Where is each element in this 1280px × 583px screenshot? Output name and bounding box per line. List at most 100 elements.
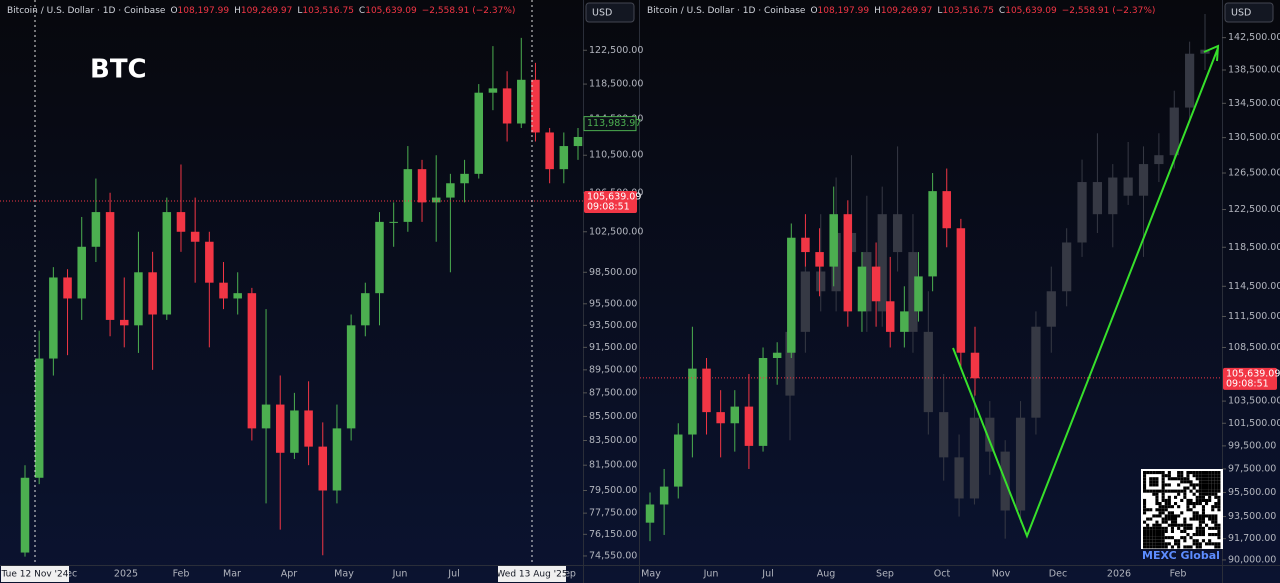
x-tick-label: Feb <box>1170 569 1187 580</box>
qr-cell <box>1195 471 1199 475</box>
qr-cell <box>1189 517 1193 521</box>
qr-cell <box>1174 520 1178 524</box>
qr-cell <box>1195 526 1199 530</box>
y-tick-label: 97,500.00 <box>1228 463 1276 474</box>
qr-cell <box>1195 539 1199 543</box>
chart-header: Bitcoin / U.S. Dollar · 1D · Coinbase O10… <box>7 6 515 16</box>
qr-cell <box>1208 489 1212 493</box>
qr-cell <box>1158 526 1162 530</box>
qr-cell <box>1164 536 1168 540</box>
qr-cell <box>1195 545 1199 549</box>
qr-cell <box>1155 480 1159 484</box>
candle-body <box>1046 291 1056 327</box>
currency-box[interactable] <box>1224 2 1274 23</box>
qr-cell <box>1164 542 1168 546</box>
qr-cell <box>1155 520 1159 524</box>
qr-cell <box>1180 471 1184 475</box>
qr-cell <box>1217 505 1221 509</box>
ohlc-key: H <box>874 6 881 16</box>
qr-cell <box>1189 536 1193 540</box>
qr-cell <box>1164 545 1168 549</box>
qr-cell <box>1146 539 1150 543</box>
qr-cell <box>1143 526 1147 530</box>
candle-body <box>1185 53 1195 108</box>
candle-body <box>787 237 796 353</box>
candle-body <box>1062 242 1072 292</box>
currency-box[interactable] <box>585 2 635 23</box>
qr-cell <box>1189 545 1193 549</box>
candle-body <box>91 212 101 247</box>
y-tick-label: 134,500.00 <box>1228 98 1280 109</box>
qr-cell <box>1214 474 1218 478</box>
qr-cell <box>1183 477 1187 481</box>
qr-cell <box>1158 514 1162 518</box>
qr-cell <box>1198 495 1202 499</box>
y-tick-label: 101,500.00 <box>1228 418 1280 429</box>
qr-cell <box>1180 536 1184 540</box>
qr-cell <box>1177 483 1181 487</box>
qr-cell <box>1217 502 1221 506</box>
qr-cell <box>1214 514 1218 518</box>
qr-cell <box>1211 508 1215 512</box>
qr-cell <box>1189 489 1193 493</box>
qr-cell <box>1146 533 1150 537</box>
qr-cell <box>1186 505 1190 509</box>
qr-cell <box>1198 486 1202 490</box>
candle-body <box>304 410 313 447</box>
qr-cell <box>1198 526 1202 530</box>
qr-cell <box>1167 502 1171 506</box>
qr-cell <box>1161 508 1165 512</box>
qr-cell <box>1208 492 1212 496</box>
qr-cell <box>1155 542 1159 546</box>
qr-cell <box>1155 514 1159 518</box>
qr-cell <box>1195 498 1199 502</box>
qr-cell <box>1167 489 1171 493</box>
y-tick-label: 91,700.00 <box>1228 533 1276 544</box>
qr-cell <box>1167 517 1171 521</box>
y-tick-label: 118,500.00 <box>589 79 643 90</box>
qr-cell <box>1146 489 1150 493</box>
qr-cell <box>1198 471 1202 475</box>
qr-cell <box>1174 489 1178 493</box>
qr-cell <box>1211 520 1215 524</box>
qr-cell <box>1158 508 1162 512</box>
qr-cell <box>1161 526 1165 530</box>
qr-cell <box>1158 533 1162 537</box>
candle-body <box>545 132 554 170</box>
qr-cell <box>1205 471 1209 475</box>
candle-body <box>843 214 853 312</box>
qr-cell <box>1183 520 1187 524</box>
candle-body <box>219 282 228 299</box>
ohlc-value: 109,269.97 <box>881 6 933 16</box>
qr-cell <box>1180 498 1184 502</box>
qr-cell <box>1183 492 1187 496</box>
candle-body <box>517 79 526 124</box>
qr-cell <box>1186 471 1190 475</box>
qr-cell <box>1146 523 1150 527</box>
qr-cell <box>1161 486 1165 490</box>
qr-cell <box>1189 502 1193 506</box>
qr-cell <box>1217 477 1221 481</box>
qr-cell <box>1189 508 1193 512</box>
qr-cell <box>1149 483 1153 487</box>
qr-cell <box>1214 492 1218 496</box>
qr-cell <box>1201 489 1205 493</box>
candle-body <box>928 191 937 277</box>
qr-cell <box>1177 545 1181 549</box>
x-tick-label: Apr <box>281 569 298 580</box>
qr-cell <box>1214 520 1218 524</box>
projection-arrow <box>952 47 1219 539</box>
qr-cell <box>1152 545 1156 549</box>
candle-body <box>460 173 469 184</box>
qr-cell <box>1174 539 1178 543</box>
qr-cell <box>1155 523 1159 527</box>
qr-cell <box>1211 480 1215 484</box>
qr-cell <box>1183 523 1187 527</box>
qr-cell <box>1205 514 1209 518</box>
qr-cell <box>1146 508 1150 512</box>
qr-cell <box>1211 492 1215 496</box>
qr-cell <box>1170 523 1174 527</box>
candle-body <box>148 272 157 315</box>
qr-cell <box>1198 492 1202 496</box>
ohlc-value: 108,197.99 <box>818 6 870 16</box>
